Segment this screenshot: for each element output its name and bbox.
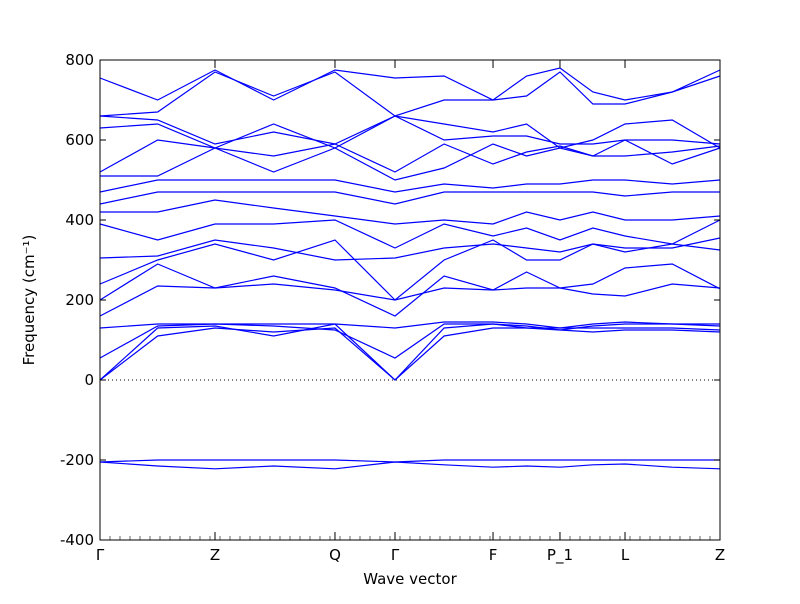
band-line	[99, 283, 721, 317]
y-tick-label: 200	[65, 291, 94, 309]
x-tick-label: Q	[329, 546, 341, 564]
x-tick-label: L	[621, 546, 630, 564]
y-tick-label: -400	[60, 531, 94, 549]
y-tick-label: 600	[65, 131, 94, 149]
x-tick-label: Z	[715, 546, 725, 564]
y-tick-label: 400	[65, 211, 94, 229]
band-line	[100, 139, 721, 181]
band-line	[99, 263, 721, 317]
band-line	[99, 191, 720, 205]
band-line	[99, 179, 721, 193]
x-tick-label: F	[489, 546, 498, 564]
x-tick-label: Z	[210, 546, 220, 564]
x-tick-label: Γ	[96, 546, 105, 564]
band-line	[99, 321, 720, 329]
y-tick-label: 800	[65, 51, 94, 69]
band-line	[99, 323, 721, 381]
band-line	[99, 115, 721, 149]
band-line	[99, 69, 721, 117]
band-line	[99, 323, 721, 359]
y-tick-label: 0	[84, 371, 94, 389]
band-line	[99, 327, 721, 381]
band-line	[100, 199, 721, 225]
y-tick-label: -200	[60, 451, 94, 469]
band-line	[99, 459, 720, 463]
y-axis-label: Frequency (cm⁻¹)	[20, 235, 38, 366]
plot-frame	[99, 59, 721, 541]
band-line	[99, 67, 721, 101]
band-line	[99, 461, 721, 470]
band-line	[99, 239, 721, 301]
band-line	[99, 115, 721, 149]
x-axis-label: Wave vector	[363, 570, 457, 588]
x-tick-label: P_1	[547, 546, 573, 565]
band-line	[99, 237, 721, 261]
band-line	[99, 219, 721, 249]
x-tick-label: Γ	[391, 546, 400, 564]
band-line	[99, 139, 721, 173]
